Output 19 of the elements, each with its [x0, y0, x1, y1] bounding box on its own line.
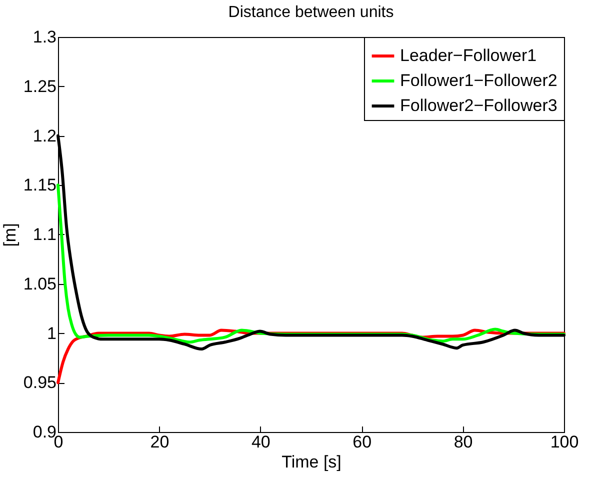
- y-tick-label: 1.2: [32, 126, 56, 146]
- legend-label: Follower1−Follower2: [400, 71, 558, 90]
- y-axis-title: [m]: [0, 223, 20, 247]
- y-tick-label: 1.25: [23, 76, 56, 96]
- y-tick-label: 1.3: [32, 28, 56, 46]
- y-tick-label: 0.95: [23, 373, 56, 392]
- y-tick-label: 1.1: [32, 225, 56, 244]
- x-tick-label: 80: [454, 432, 473, 452]
- x-tick-label: 60: [352, 432, 372, 452]
- chart-title: Distance between units: [228, 4, 394, 21]
- y-tick-label: 1.05: [23, 274, 56, 294]
- y-tick-label: 1.15: [23, 176, 56, 195]
- x-tick-label: 20: [150, 432, 170, 452]
- x-tick-label: 100: [550, 432, 579, 452]
- legend-label: Follower2−Follower3: [400, 96, 558, 115]
- x-axis-title: Time [s]: [282, 452, 342, 472]
- legend-label: Leader−Follower1: [400, 46, 537, 65]
- y-tick-label: 1: [47, 324, 56, 343]
- x-tick-label: 40: [251, 432, 270, 452]
